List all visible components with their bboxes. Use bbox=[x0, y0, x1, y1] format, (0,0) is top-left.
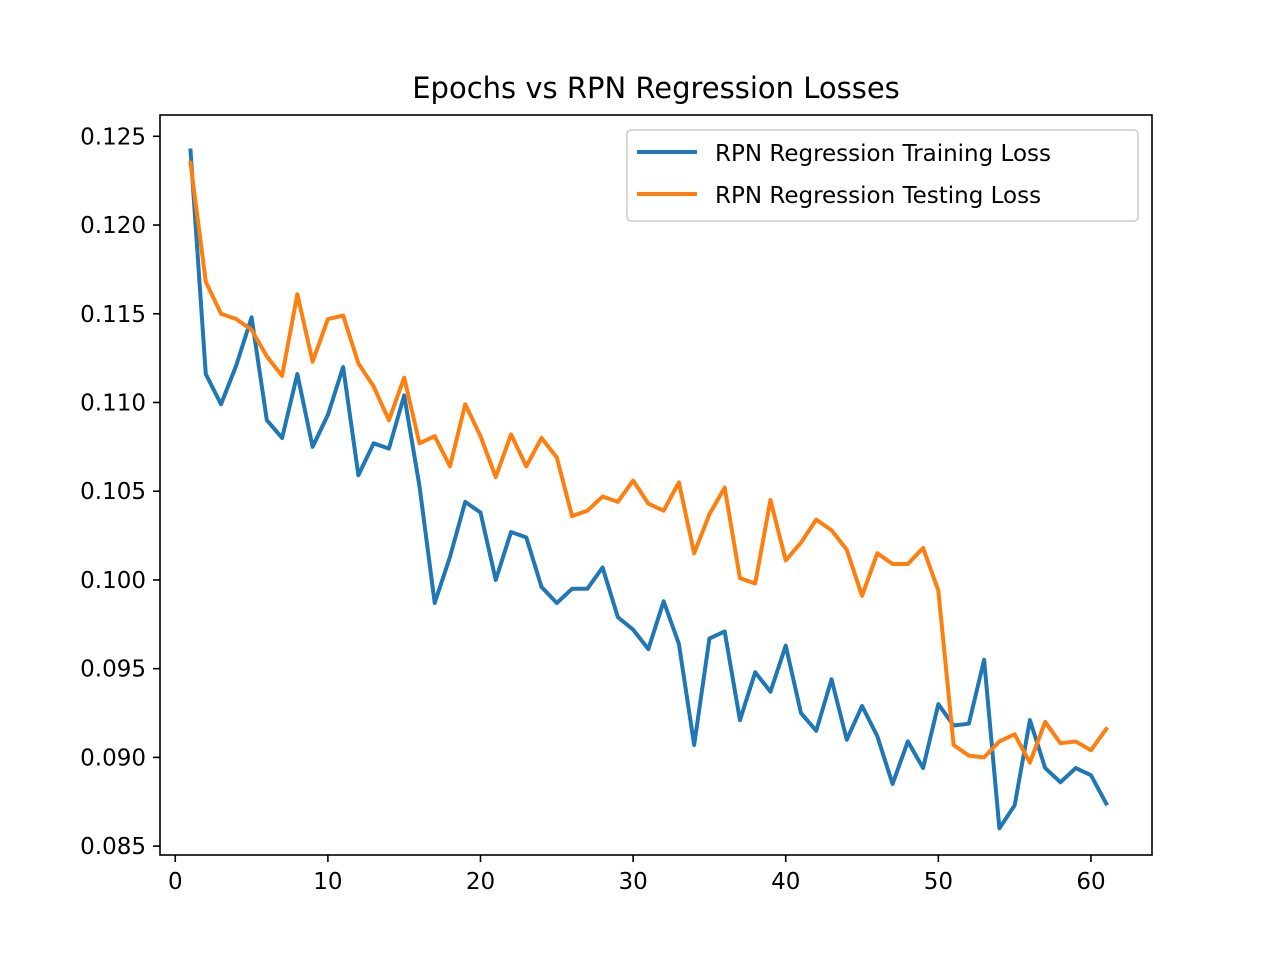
y-tick-label: 0.095 bbox=[80, 657, 146, 683]
y-tick-label: 0.085 bbox=[80, 834, 146, 860]
x-tick-label: 10 bbox=[313, 869, 342, 895]
x-tick-label: 0 bbox=[168, 869, 183, 895]
series-line-testing bbox=[188, 160, 1110, 765]
axes: 0 10 20 30 40 50 60 0.085 0.090 0.095 0.100 0.105 0.… bbox=[80, 114, 1153, 895]
legend-label-testing: RPN Regression Testing Loss bbox=[715, 183, 1041, 209]
chart-title: Epochs vs RPN Regression Losses bbox=[412, 71, 900, 105]
x-tick-label: 50 bbox=[924, 869, 953, 895]
plot-background bbox=[160, 115, 1152, 855]
y-tick-label: 0.105 bbox=[80, 479, 146, 505]
x-tick-label: 20 bbox=[466, 869, 495, 895]
y-tick-label: 0.110 bbox=[80, 390, 146, 416]
legend-frame bbox=[626, 129, 1139, 222]
y-tick-label: 0.115 bbox=[80, 302, 146, 328]
y-tick-label: 0.100 bbox=[80, 568, 146, 594]
plot-area bbox=[160, 115, 1152, 855]
x-tick-label: 30 bbox=[618, 869, 647, 895]
legend-label-training: RPN Regression Training Loss bbox=[715, 141, 1051, 167]
y-tick-label: 0.125 bbox=[80, 124, 146, 150]
axes-frame bbox=[159, 114, 1153, 856]
y-tick-label: 0.120 bbox=[80, 213, 146, 239]
x-tick-label: 60 bbox=[1076, 869, 1105, 895]
x-tick-label: 40 bbox=[771, 869, 800, 895]
series-lines bbox=[188, 148, 1110, 831]
legend: RPN Regression Training Loss RPN Regress… bbox=[626, 129, 1139, 222]
y-tick-label: 0.090 bbox=[80, 745, 146, 771]
